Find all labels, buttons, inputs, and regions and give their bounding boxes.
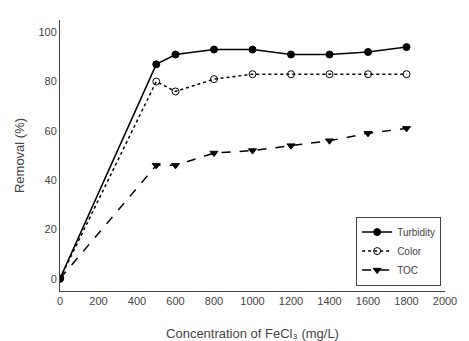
svg-text:0: 0 — [57, 295, 63, 307]
svg-text:200: 200 — [89, 295, 107, 307]
svg-text:0: 0 — [51, 273, 57, 285]
svg-text:Turbidity: Turbidity — [397, 227, 435, 238]
svg-text:400: 400 — [128, 295, 146, 307]
svg-text:2000: 2000 — [433, 295, 457, 307]
svg-text:80: 80 — [45, 75, 57, 87]
svg-text:100: 100 — [38, 26, 56, 38]
svg-text:1800: 1800 — [394, 295, 418, 307]
svg-text:800: 800 — [205, 295, 223, 307]
svg-text:TOC: TOC — [397, 265, 418, 276]
svg-text:60: 60 — [45, 125, 57, 137]
svg-text:Removal (%): Removal (%) — [12, 118, 27, 193]
svg-text:40: 40 — [45, 174, 57, 186]
svg-text:1400: 1400 — [317, 295, 341, 307]
svg-text:Concentration of FeCl₃ (mg/L): Concentration of FeCl₃ (mg/L) — [166, 326, 339, 341]
svg-text:1000: 1000 — [240, 295, 264, 307]
svg-text:1600: 1600 — [356, 295, 380, 307]
svg-text:600: 600 — [166, 295, 184, 307]
svg-text:20: 20 — [45, 223, 57, 235]
svg-text:1200: 1200 — [279, 295, 303, 307]
svg-text:Color: Color — [397, 246, 422, 257]
